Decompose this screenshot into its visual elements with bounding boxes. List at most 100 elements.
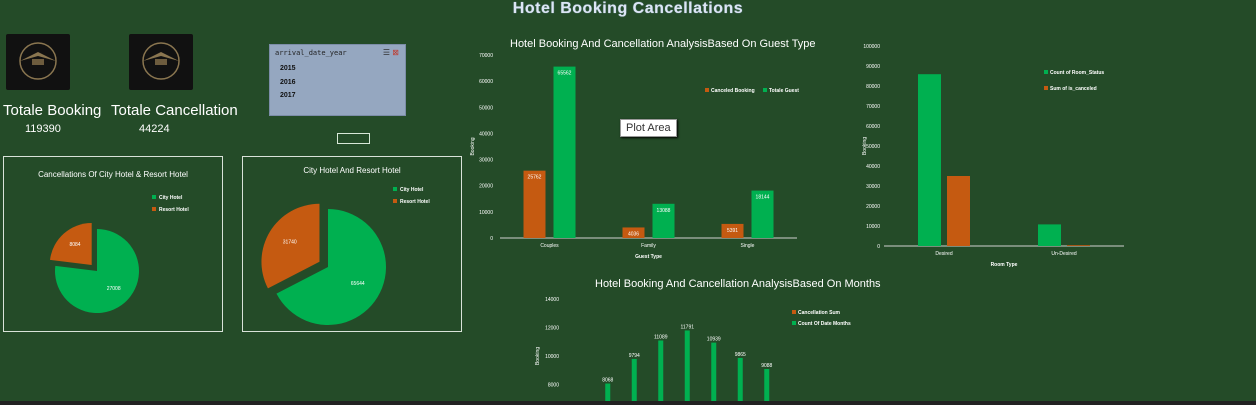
pie-chart-title: City Hotel And Resort Hotel xyxy=(303,166,401,175)
legend-label: Cancellation Sum xyxy=(798,310,841,316)
bar xyxy=(1038,224,1061,246)
y-tick-label: 14000 xyxy=(545,297,559,303)
bar xyxy=(918,74,941,246)
data-label: 10939 xyxy=(707,337,721,343)
bar xyxy=(523,170,546,238)
months-bar-chart[interactable]: 60008000100001200014000Booking8068979411… xyxy=(530,292,870,405)
months-chart-title: Hotel Booking And Cancellation AnalysisB… xyxy=(595,278,881,290)
bar xyxy=(711,342,717,405)
bar xyxy=(658,340,664,405)
legend-label: Resort Hotel xyxy=(400,199,430,205)
legend-label: Sum of is_canceled xyxy=(1050,86,1097,92)
y-tick-label: 50000 xyxy=(479,105,493,111)
slicer-item-2016[interactable]: 2016 xyxy=(280,79,296,86)
total-cancellation-label: Totale Cancellation xyxy=(111,102,238,119)
data-label: 4036 xyxy=(628,231,639,237)
pie-slice xyxy=(55,229,139,313)
legend-swatch xyxy=(152,195,156,199)
hotel-logo-icon xyxy=(129,34,193,90)
y-tick-label: 60000 xyxy=(479,79,493,85)
bar xyxy=(737,357,743,405)
pie-slice-label: 65644 xyxy=(351,281,365,287)
data-label: 25762 xyxy=(528,175,542,181)
hotel-logo-icon xyxy=(6,34,70,90)
bar xyxy=(751,190,774,238)
data-label: 9794 xyxy=(629,353,640,359)
y-tick-label: 40000 xyxy=(866,164,880,170)
legend-swatch xyxy=(393,187,397,191)
total-booking-value: 119390 xyxy=(25,123,61,135)
selected-shape-handle[interactable] xyxy=(337,133,370,144)
legend-label: Count of Room_Status xyxy=(1050,70,1104,76)
bar xyxy=(684,330,690,405)
bar xyxy=(605,383,611,405)
data-label: 9865 xyxy=(735,352,746,358)
year-slicer[interactable]: arrival_date_year ☰ ⊠ 2015 2016 2017 xyxy=(269,44,406,116)
data-label: 65562 xyxy=(558,71,572,77)
x-axis-label: Room Type xyxy=(991,262,1018,268)
pie-slice-label: 8084 xyxy=(69,242,80,248)
bar xyxy=(947,176,970,246)
y-tick-label: 70000 xyxy=(479,53,493,59)
data-label: 5391 xyxy=(727,228,738,234)
data-label: 11791 xyxy=(680,324,694,330)
y-tick-label: 20000 xyxy=(479,184,493,190)
bar xyxy=(553,66,576,238)
y-tick-label: 100000 xyxy=(863,44,880,50)
total-cancellation-value: 44224 xyxy=(139,123,170,135)
y-tick-label: 80000 xyxy=(866,84,880,90)
pie-chart-cancellations[interactable]: 27008 8084 City Hotel Resort Hotel xyxy=(4,157,222,331)
y-tick-label: 0 xyxy=(877,244,880,250)
legend-swatch xyxy=(1044,86,1048,90)
y-tick-label: 30000 xyxy=(479,158,493,164)
x-tick-label: Family xyxy=(641,243,656,249)
multi-select-icon[interactable]: ☰ xyxy=(382,48,391,57)
x-axis-label: Guest Type xyxy=(635,254,662,260)
scroll-strip xyxy=(0,401,1256,405)
data-label: 18144 xyxy=(756,195,770,201)
pie-chart-title: Cancellations Of City Hotel & Resort Hot… xyxy=(38,170,188,179)
pie-slice-label: 27008 xyxy=(107,286,121,292)
pie-slice xyxy=(50,223,92,266)
legend-swatch xyxy=(1044,70,1048,74)
y-tick-label: 0 xyxy=(490,236,493,242)
slicer-item-2017[interactable]: 2017 xyxy=(280,92,296,99)
y-tick-label: 30000 xyxy=(866,184,880,190)
pie-chart-hotels[interactable]: 65644 31740 City Hotel Resort Hotel xyxy=(243,157,461,331)
legend-swatch xyxy=(763,88,767,92)
legend-label: Totale Guest xyxy=(769,88,799,94)
bar xyxy=(1067,245,1090,246)
x-tick-label: Un-Desired xyxy=(1051,251,1077,257)
y-tick-label: 8000 xyxy=(548,383,559,389)
total-booking-label: Totale Booking xyxy=(3,102,102,119)
y-tick-label: 10000 xyxy=(545,354,559,360)
bar xyxy=(622,227,645,238)
y-tick-label: 60000 xyxy=(866,124,880,130)
pie-panel-hotels[interactable]: City Hotel And Resort Hotel 65644 31740 Ci… xyxy=(242,156,462,332)
y-axis-label: Booking xyxy=(862,137,868,155)
pie-panel-cancellations[interactable]: Cancellations Of City Hotel & Resort Hot… xyxy=(3,156,223,332)
x-tick-label: Single xyxy=(741,243,755,249)
data-label: 9088 xyxy=(761,363,772,369)
y-tick-label: 10000 xyxy=(866,224,880,230)
legend-swatch xyxy=(152,207,156,211)
room-type-bar-chart[interactable]: 0 10000 20000 30000 40000 50000 60000 70000 8000… xyxy=(862,38,1132,270)
data-label: 8068 xyxy=(602,378,613,384)
x-tick-label: Desired xyxy=(935,251,952,257)
legend-swatch xyxy=(792,321,796,325)
data-label: 13088 xyxy=(657,208,671,214)
page-title: Hotel Booking Cancellations xyxy=(512,0,744,17)
y-tick-label: 12000 xyxy=(545,326,559,332)
guest-chart-title: Hotel Booking And Cancellation AnalysisB… xyxy=(510,38,816,50)
legend-label: City Hotel xyxy=(400,187,424,193)
y-tick-label: 20000 xyxy=(866,204,880,210)
data-label: 11089 xyxy=(654,334,668,340)
guest-type-bar-chart[interactable]: 0 10000 20000 30000 40000 50000 60000 70000 Book… xyxy=(465,48,805,263)
plot-area-tooltip: Plot Area xyxy=(620,119,677,137)
legend-swatch xyxy=(705,88,709,92)
clear-filter-icon[interactable]: ⊠ xyxy=(392,48,399,57)
y-axis-label: Booking xyxy=(535,347,541,365)
y-tick-label: 50000 xyxy=(866,144,880,150)
slicer-item-2015[interactable]: 2015 xyxy=(280,65,296,72)
bar xyxy=(652,203,675,238)
